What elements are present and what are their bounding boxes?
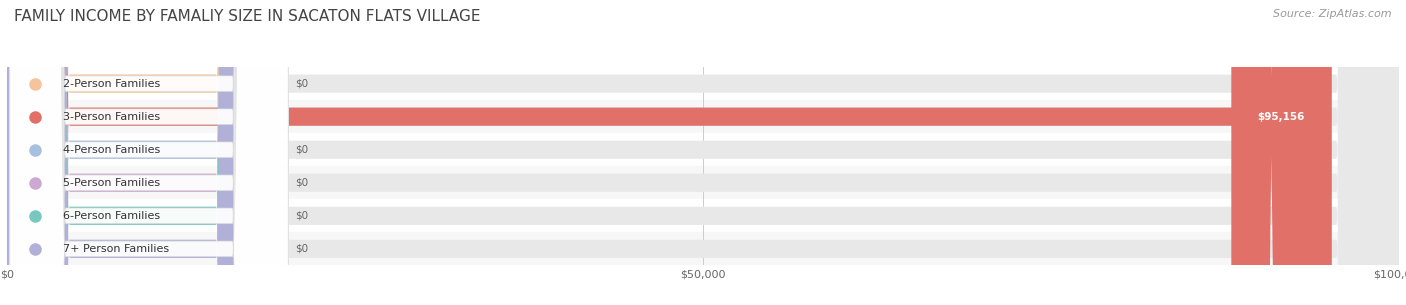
Bar <box>7 199 1399 232</box>
Text: 3-Person Families: 3-Person Families <box>63 112 160 122</box>
Text: FAMILY INCOME BY FAMALIY SIZE IN SACATON FLATS VILLAGE: FAMILY INCOME BY FAMALIY SIZE IN SACATON… <box>14 9 481 24</box>
Text: 4-Person Families: 4-Person Families <box>63 145 160 155</box>
Text: $0: $0 <box>295 79 308 89</box>
Text: $0: $0 <box>295 145 308 155</box>
FancyBboxPatch shape <box>10 0 288 305</box>
FancyBboxPatch shape <box>7 0 278 305</box>
FancyBboxPatch shape <box>1232 0 1331 305</box>
Text: $95,156: $95,156 <box>1258 112 1305 122</box>
Text: 5-Person Families: 5-Person Families <box>63 178 160 188</box>
Text: $0: $0 <box>295 211 308 221</box>
Bar <box>7 232 1399 265</box>
Text: Source: ZipAtlas.com: Source: ZipAtlas.com <box>1274 9 1392 19</box>
FancyBboxPatch shape <box>10 0 288 305</box>
FancyBboxPatch shape <box>7 0 1331 305</box>
FancyBboxPatch shape <box>10 0 288 305</box>
FancyBboxPatch shape <box>10 0 288 305</box>
FancyBboxPatch shape <box>7 0 1399 305</box>
Text: 7+ Person Families: 7+ Person Families <box>63 244 169 254</box>
Text: $0: $0 <box>295 244 308 254</box>
FancyBboxPatch shape <box>7 0 1399 305</box>
Bar <box>7 67 1399 100</box>
FancyBboxPatch shape <box>7 0 1399 305</box>
Bar <box>7 166 1399 199</box>
Bar <box>7 133 1399 166</box>
FancyBboxPatch shape <box>7 0 278 305</box>
Bar <box>7 100 1399 133</box>
Text: $0: $0 <box>295 178 308 188</box>
FancyBboxPatch shape <box>7 0 1399 305</box>
FancyBboxPatch shape <box>7 0 278 305</box>
Text: 2-Person Families: 2-Person Families <box>63 79 160 89</box>
FancyBboxPatch shape <box>7 0 1399 305</box>
FancyBboxPatch shape <box>10 0 288 305</box>
FancyBboxPatch shape <box>7 0 278 305</box>
FancyBboxPatch shape <box>10 0 288 305</box>
Text: 6-Person Families: 6-Person Families <box>63 211 160 221</box>
FancyBboxPatch shape <box>7 0 278 305</box>
FancyBboxPatch shape <box>7 0 1399 305</box>
